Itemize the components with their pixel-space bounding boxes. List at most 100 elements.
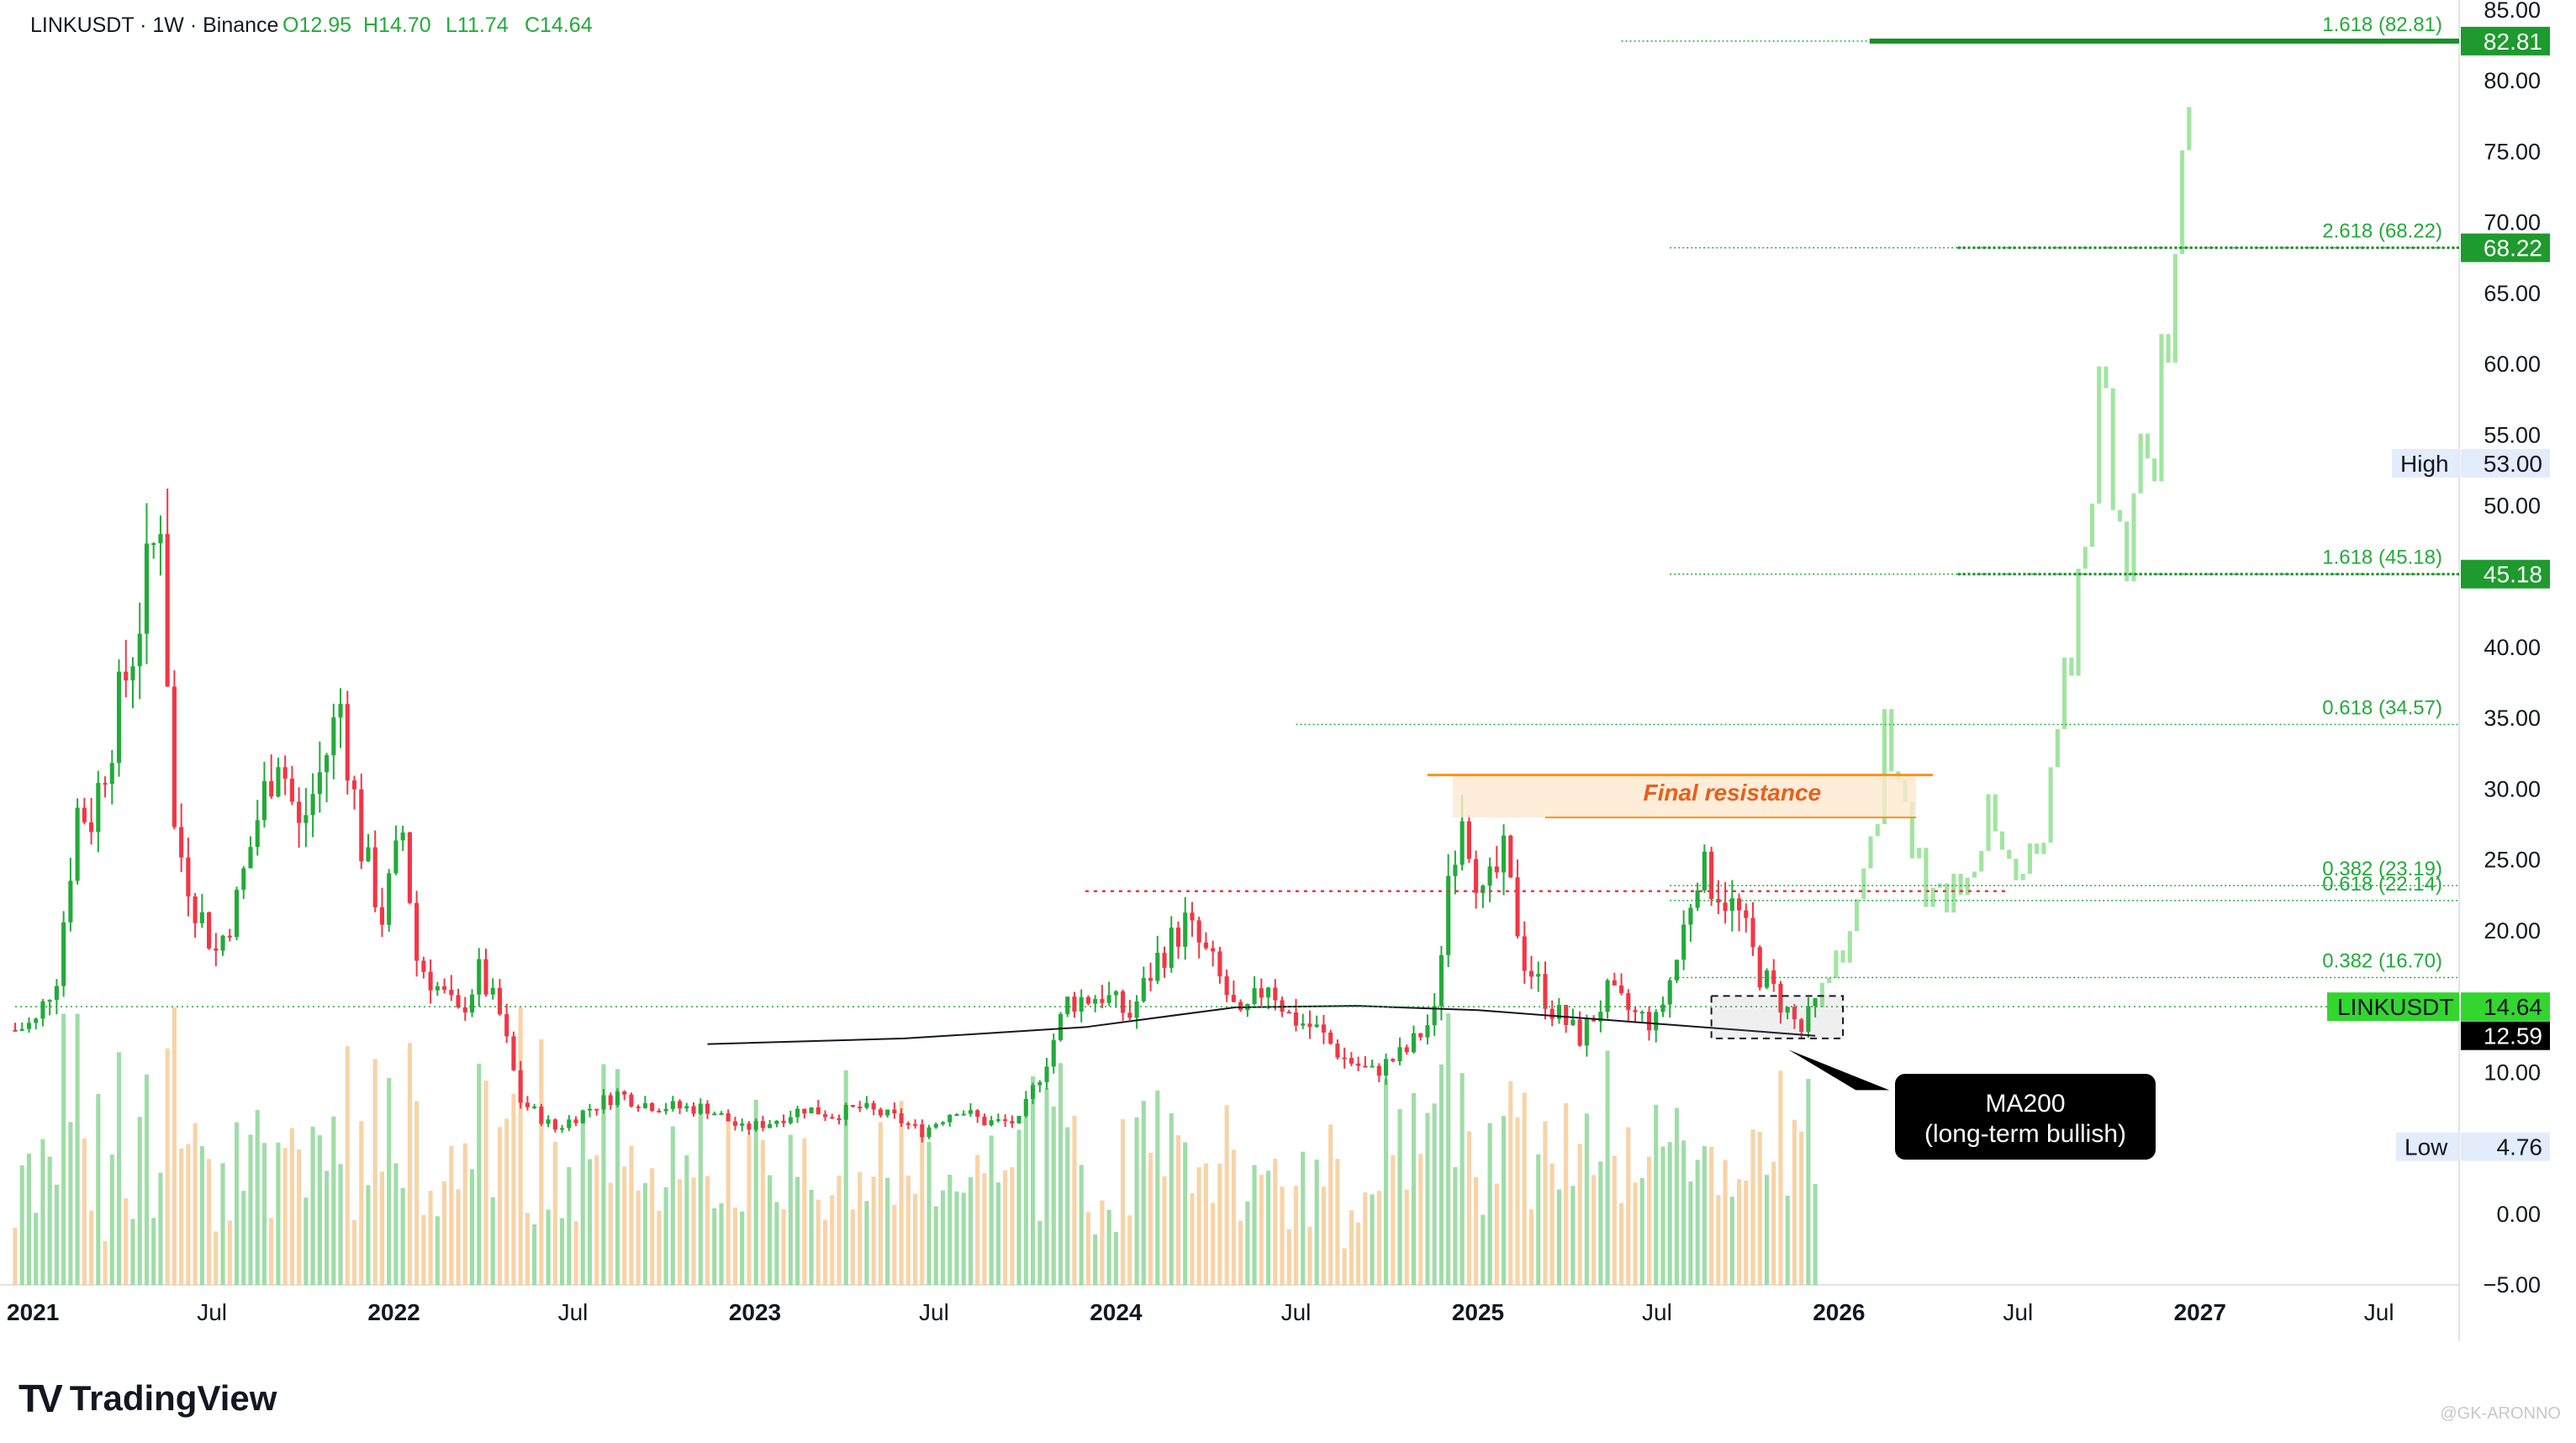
candle-body — [740, 1123, 745, 1126]
projection-candle — [1819, 982, 1824, 1007]
volume-bar — [1058, 1063, 1064, 1285]
candle-body — [234, 890, 240, 938]
projection-candle — [1917, 848, 1922, 859]
volume-bar — [1127, 1215, 1132, 1285]
x-tick-label: Jul — [2003, 1299, 2033, 1325]
volume-bar — [1252, 1165, 1257, 1285]
fib-4518-badge: 45.18 — [2484, 562, 2542, 588]
ma200-value-badge-bg — [2461, 1021, 2550, 1050]
candle-body — [414, 902, 420, 961]
candle-body — [1785, 1007, 1790, 1013]
volume-bar — [1273, 1158, 1278, 1285]
volume-bar — [1612, 1155, 1617, 1285]
candle-body — [1391, 1059, 1396, 1061]
candle-body — [366, 847, 371, 862]
volume-bar — [1356, 1222, 1361, 1285]
candle-body — [220, 935, 225, 951]
volume-bar — [1376, 1191, 1381, 1285]
volume-bar — [539, 1039, 544, 1285]
projection-candle — [2097, 366, 2102, 504]
candle-body — [698, 1103, 703, 1114]
candle-body — [497, 987, 503, 1015]
volume-bar — [850, 1209, 856, 1285]
candle-body — [822, 1114, 828, 1118]
candle-body — [1695, 890, 1700, 908]
candle-body — [144, 543, 150, 634]
candle-body — [1106, 995, 1111, 1003]
volume-bar — [1293, 1186, 1299, 1285]
candle-body — [1085, 996, 1090, 1004]
candle-body — [179, 827, 184, 858]
candle-body — [1605, 980, 1610, 1012]
candle-body — [456, 995, 461, 1007]
volume-bar — [1481, 1214, 1486, 1285]
volume-bar — [407, 1043, 412, 1285]
volume-bar — [1654, 1104, 1659, 1285]
volume-bar — [587, 1159, 593, 1285]
candle-body — [795, 1108, 800, 1118]
volume-bar — [933, 1206, 938, 1285]
projection-candle — [1993, 794, 1998, 832]
volume-bar — [732, 1208, 738, 1285]
projection-candle — [2069, 658, 2074, 676]
tradingview-logo: TV TradingView — [18, 1376, 277, 1421]
candle-body — [1301, 1023, 1306, 1026]
volume-bar — [1736, 1179, 1742, 1285]
candle-body — [760, 1121, 765, 1128]
candle-body — [1626, 993, 1631, 1011]
volume-bar — [1750, 1129, 1755, 1285]
candle-body — [1010, 1121, 1015, 1123]
volume-bar — [1196, 1167, 1201, 1285]
candle-body — [109, 763, 114, 785]
candle-body — [89, 822, 94, 832]
candle-body — [1141, 978, 1146, 1002]
volume-bar — [1384, 1079, 1389, 1285]
last-price-badge: 14.64 — [2484, 994, 2542, 1020]
candle-body — [1453, 864, 1458, 876]
projection-candle — [2035, 843, 2040, 854]
volume-bar — [1674, 1107, 1679, 1285]
volume-bar — [594, 1155, 599, 1285]
volume-bar — [1771, 1161, 1776, 1285]
volume-bar — [1757, 1131, 1762, 1285]
fib-6822-badge-bg — [2461, 233, 2550, 262]
volume-bar — [601, 1064, 606, 1285]
x-tick-label: 2022 — [367, 1299, 420, 1325]
candle-body — [124, 671, 129, 681]
candle-body — [1536, 974, 1541, 977]
fib-level-label: 2.618 (68.22) — [2322, 220, 2442, 243]
volume-bar — [1328, 1124, 1333, 1285]
candle-body — [1584, 1018, 1589, 1046]
volume-bar — [726, 1118, 731, 1285]
volume-bar — [1487, 1123, 1492, 1285]
projection-candle — [2145, 433, 2150, 459]
volume-bar — [698, 1108, 703, 1285]
low-label: Low — [2404, 1134, 2448, 1160]
candle-body — [19, 1028, 24, 1031]
candle-body — [753, 1121, 758, 1130]
volume-bar — [276, 1142, 281, 1285]
volume-bar — [1100, 1200, 1105, 1285]
candle-body — [1342, 1057, 1347, 1060]
volume-bar — [1342, 1248, 1347, 1285]
candle-body — [1307, 1023, 1312, 1028]
volume-bar — [1141, 1101, 1146, 1285]
volume-bar — [1397, 1108, 1402, 1285]
volume-bar — [982, 1173, 987, 1285]
candle-body — [705, 1103, 710, 1114]
volume-bar — [1162, 1176, 1167, 1285]
volume-bar — [567, 1166, 572, 1285]
volume-bar — [82, 1138, 87, 1285]
candle-body — [193, 896, 198, 923]
legend-close: C14.64 — [525, 13, 593, 37]
volume-bar — [75, 1013, 80, 1285]
y-tick-label: 40.00 — [2484, 635, 2541, 660]
projection-candle — [2055, 728, 2060, 768]
fib-level-label: 1.618 (45.18) — [2322, 547, 2442, 569]
tradingview-wordmark: TradingView — [69, 1378, 277, 1418]
volume-bar — [1633, 1182, 1638, 1285]
candle-body — [1266, 987, 1271, 998]
volume-bar — [193, 1123, 198, 1285]
